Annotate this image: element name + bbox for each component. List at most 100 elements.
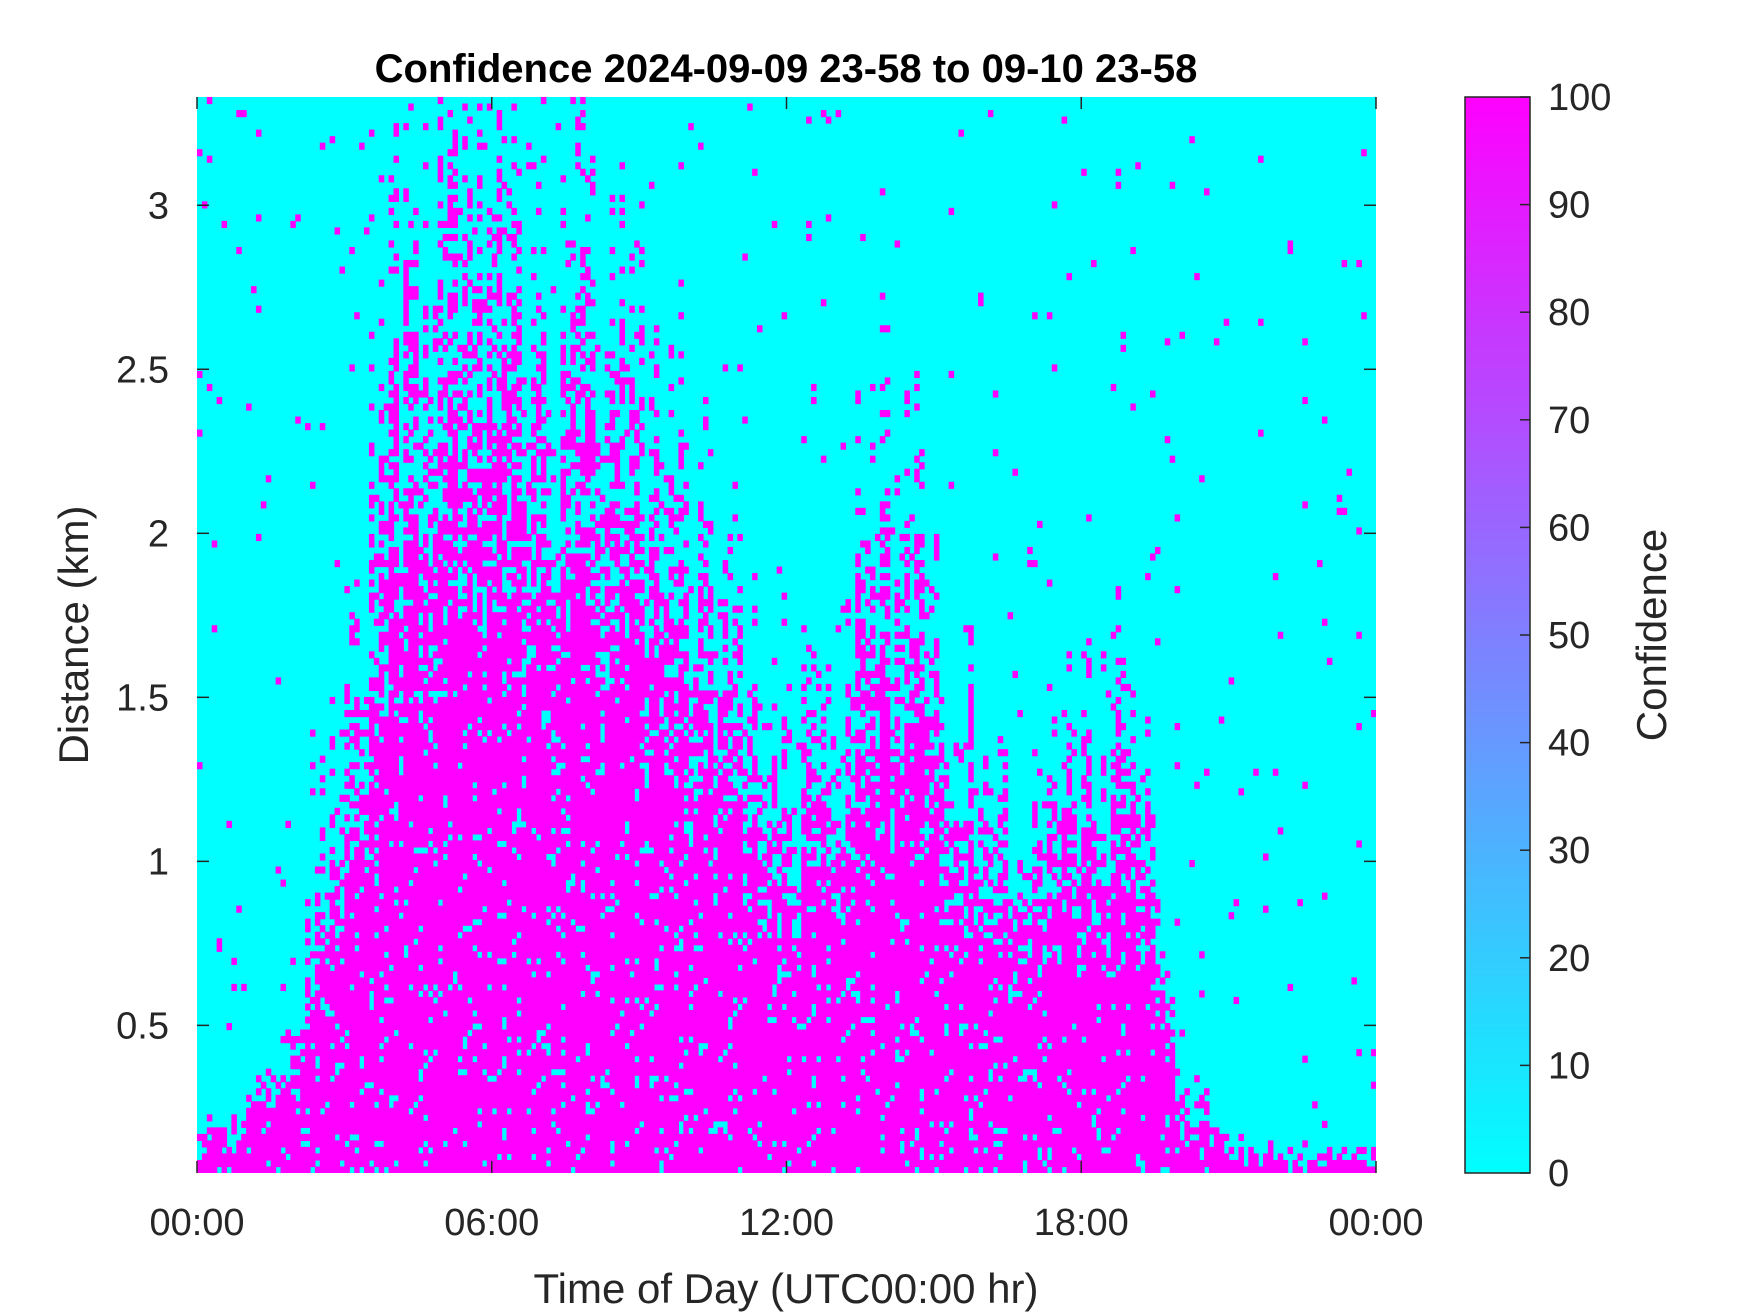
heatmap-cell <box>383 944 390 952</box>
heatmap-cell <box>413 1153 419 1161</box>
heatmap-cell <box>383 912 390 920</box>
heatmap-cell <box>477 866 483 874</box>
heatmap-cell <box>555 1101 562 1109</box>
heatmap-cell <box>501 592 508 600</box>
heatmap-cell <box>437 625 444 633</box>
heatmap-cell <box>491 1120 498 1128</box>
heatmap-cell <box>442 886 449 894</box>
heatmap-cell <box>491 1009 498 1018</box>
heatmap-cell <box>393 553 400 561</box>
heatmap-cell <box>486 612 493 620</box>
heatmap-cell <box>452 1153 458 1161</box>
heatmap-cell <box>329 1023 336 1031</box>
heatmap-cell <box>418 775 424 783</box>
heatmap-cell <box>560 631 567 639</box>
heatmap-cell <box>408 762 414 770</box>
heatmap-cell <box>565 742 571 750</box>
heatmap-cell <box>472 423 478 431</box>
heatmap-cell <box>496 1114 503 1122</box>
heatmap-cell <box>491 664 498 672</box>
heatmap-cell <box>521 827 527 835</box>
heatmap-cell <box>432 1062 439 1070</box>
heatmap-cell <box>447 299 454 307</box>
heatmap-cell <box>477 814 483 822</box>
heatmap-cell <box>329 742 336 750</box>
heatmap-cell <box>373 827 380 835</box>
heatmap-cell <box>501 905 508 913</box>
heatmap-cell <box>472 318 478 326</box>
heatmap-cell <box>447 377 454 385</box>
heatmap-cell <box>418 996 424 1005</box>
heatmap-cell <box>521 736 527 744</box>
heatmap-cell <box>437 964 444 972</box>
heatmap-cell <box>403 586 409 594</box>
heatmap-cell <box>511 644 517 652</box>
heatmap-cell <box>398 1055 404 1063</box>
heatmap-cell <box>437 168 444 176</box>
heatmap-cell <box>496 723 503 731</box>
heatmap-cell <box>545 696 552 705</box>
heatmap-cell <box>403 436 409 444</box>
heatmap-cell <box>565 1120 571 1128</box>
heatmap-cell <box>378 383 385 392</box>
heatmap-cell <box>565 1055 571 1063</box>
heatmap-cell <box>462 488 468 496</box>
heatmap-cell <box>472 703 478 711</box>
heatmap-cell <box>472 873 478 881</box>
heatmap-cell <box>472 696 478 705</box>
heatmap-cell <box>457 462 463 470</box>
heatmap-cell <box>521 1081 527 1089</box>
heatmap-cell <box>555 553 562 561</box>
heatmap-cell <box>550 807 557 815</box>
heatmap-cell <box>526 1003 532 1011</box>
heatmap-cell <box>403 331 409 339</box>
heatmap-cell <box>501 664 508 672</box>
heatmap-cell <box>545 638 552 646</box>
heatmap-cell <box>432 716 439 724</box>
heatmap-cell <box>442 951 449 959</box>
heatmap-cell <box>472 1120 478 1128</box>
heatmap-cell <box>560 1023 567 1031</box>
heatmap-cell <box>555 664 562 672</box>
heatmap-cell <box>511 1094 517 1102</box>
heatmap-cell <box>442 377 449 385</box>
heatmap-cell <box>275 1133 282 1141</box>
heatmap-cell <box>432 1036 439 1044</box>
heatmap-cell <box>241 983 247 991</box>
heatmap-cell <box>349 723 355 731</box>
heatmap-cell <box>501 638 508 646</box>
heatmap-cell <box>290 1146 296 1155</box>
heatmap-cell <box>388 970 395 978</box>
heatmap-cell <box>452 194 458 202</box>
heatmap-cell <box>442 1081 449 1089</box>
heatmap-cell <box>472 990 478 998</box>
heatmap-cell <box>408 729 414 737</box>
heatmap-cell <box>535 1127 542 1135</box>
heatmap-cell <box>344 873 350 881</box>
heatmap-cell <box>432 1081 439 1089</box>
heatmap-cell <box>472 1127 478 1135</box>
heatmap-cell <box>413 814 419 822</box>
heatmap-cell <box>481 1114 488 1122</box>
heatmap-cell <box>472 801 478 809</box>
heatmap-cell <box>329 970 336 978</box>
heatmap-cell <box>354 579 360 587</box>
heatmap-cell <box>565 1075 571 1083</box>
heatmap-cell <box>334 1088 341 1096</box>
heatmap-cell <box>354 625 360 633</box>
heatmap-cell <box>447 201 454 209</box>
heatmap-cell <box>319 423 326 431</box>
heatmap-cell <box>403 370 409 379</box>
heatmap-cell <box>467 507 473 515</box>
heatmap-cell <box>354 833 360 842</box>
heatmap-cell <box>472 1036 478 1044</box>
heatmap-cell <box>373 886 380 894</box>
heatmap-cell <box>526 781 532 789</box>
heatmap-cell <box>550 651 557 659</box>
heatmap-cell <box>506 560 512 568</box>
heatmap-cell <box>398 827 404 835</box>
heatmap-cell <box>383 794 390 802</box>
heatmap-cell <box>540 638 547 646</box>
heatmap-cell <box>501 1029 508 1037</box>
heatmap-cell <box>216 944 223 952</box>
